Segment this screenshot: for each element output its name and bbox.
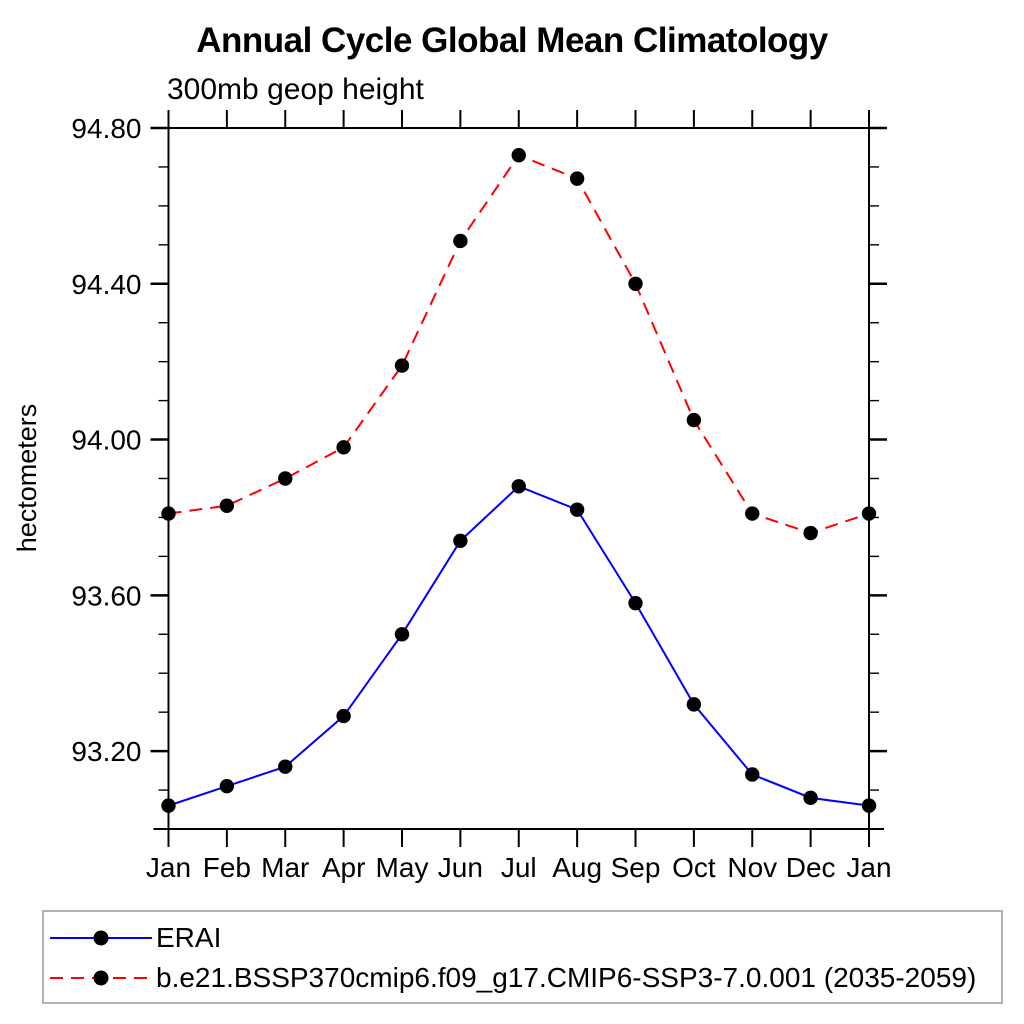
- y-axis-title: hectometers: [12, 404, 42, 553]
- chart-subtitle: 300mb geop height: [167, 73, 424, 106]
- y-tick-label: 93.60: [71, 580, 141, 611]
- data-point-marker: [394, 358, 410, 373]
- data-point-marker: [161, 506, 176, 521]
- x-tick-label: May: [376, 852, 429, 883]
- data-point-marker: [336, 440, 351, 455]
- data-point-marker: [394, 627, 410, 642]
- x-tick-label: Dec: [786, 852, 836, 883]
- x-tick-label: Nov: [727, 852, 777, 883]
- data-point-marker: [686, 412, 702, 428]
- data-point-marker: [219, 498, 235, 513]
- axis-labels: Jan Feb Mar Apr May Jun Jul Aug Sep Oct Nov Dec Jan 9…: [71, 113, 891, 883]
- data-point-marker: [511, 148, 526, 163]
- series-line-model: [168, 154, 870, 535]
- data-point-marker: [803, 525, 818, 541]
- x-tick-label: Mar: [261, 852, 309, 883]
- y-tick-label: 94.00: [71, 425, 141, 456]
- data-point-marker: [745, 506, 760, 521]
- x-tick-label: Aug: [552, 852, 602, 883]
- data-point-marker: [453, 233, 468, 249]
- x-tick-label: Jun: [438, 852, 483, 883]
- data-point-marker: [569, 502, 585, 517]
- data-point-marker: [511, 479, 526, 494]
- data-point-marker: [686, 697, 702, 712]
- x-tick-label: Apr: [322, 852, 366, 883]
- data-point-marker: [278, 471, 293, 486]
- data-point-marker: [803, 790, 818, 806]
- x-tick-label: Sep: [611, 852, 661, 883]
- legend-entry-erai: ERAI: [44, 923, 1001, 953]
- data-point-marker: [569, 171, 585, 186]
- x-tick-label: Jan: [146, 852, 191, 883]
- x-tick-label: Jul: [501, 852, 537, 883]
- y-tick-label: 93.20: [71, 736, 141, 767]
- legend-marker-erai: [93, 930, 109, 946]
- x-tick-label: Feb: [203, 852, 251, 883]
- legend-line-model: [50, 970, 152, 986]
- legend-label-erai: ERAI: [156, 922, 222, 953]
- data-point-marker: [219, 778, 235, 794]
- legend-label-model: b.e21.BSSP370cmip6.f09_g17.CMIP6-SSP3-7.…: [156, 962, 977, 993]
- data-point-marker: [628, 595, 643, 611]
- data-point-marker: [336, 708, 351, 724]
- data-point-marker: [628, 276, 643, 291]
- legend-line-erai: [50, 930, 152, 946]
- y-tick-label: 94.40: [71, 269, 141, 300]
- data-point-marker: [861, 798, 877, 813]
- data-point-marker: [278, 759, 293, 774]
- data-point-marker: [861, 506, 877, 521]
- y-tick-label: 94.80: [71, 113, 141, 144]
- x-tick-label: Oct: [672, 852, 716, 883]
- chart-title: Annual Cycle Global Mean Climatology: [196, 21, 828, 60]
- data-series: [161, 148, 877, 813]
- axes: [150, 110, 887, 847]
- legend: ERAI b.e21.BSSP370cmip6.f09_g17.CMIP6-SS…: [42, 910, 1003, 1004]
- data-point-marker: [745, 767, 760, 782]
- data-point-marker: [453, 533, 468, 549]
- series-line-erai: [168, 485, 870, 807]
- legend-marker-model: [93, 970, 109, 986]
- legend-entry-model: b.e21.BSSP370cmip6.f09_g17.CMIP6-SSP3-7.…: [44, 963, 1001, 993]
- data-point-marker: [161, 798, 176, 813]
- x-tick-label: Jan: [846, 852, 891, 883]
